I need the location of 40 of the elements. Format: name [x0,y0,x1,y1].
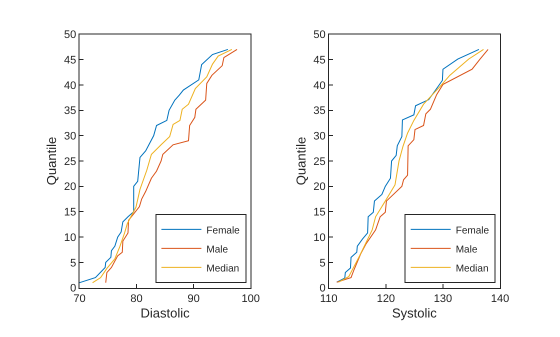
x-axis-title: Systolic [392,306,438,321]
x-tick-label: 70 [73,292,86,305]
legend-label: Female [456,225,490,236]
y-tick-label: 5 [319,257,326,270]
legend-label: Female [206,225,240,236]
y-tick-label: 0 [319,282,326,295]
x-axis-title: Diastolic [140,306,190,321]
y-tick-label: 30 [64,130,76,142]
x-tick-label: 120 [376,292,396,305]
legend-label: Male [456,244,478,256]
y-tick-label: 5 [70,257,76,270]
y-tick-label: 40 [313,80,326,92]
y-tick-label: 50 [313,29,326,42]
y-tick-label: 20 [313,181,326,194]
x-tick-label: 140 [490,292,510,305]
y-tick-label: 25 [313,156,326,168]
y-tick-label: 35 [313,105,326,118]
y-tick-label: 50 [64,29,76,42]
y-tick-label: 45 [313,54,326,66]
y-tick-label: 20 [64,181,76,194]
y-tick-label: 35 [64,105,76,118]
y-tick-label: 15 [64,206,76,219]
y-tick-label: 10 [313,232,326,244]
y-tick-label: 25 [64,156,76,168]
legend-label: Median [456,263,489,274]
y-axis-title: Quantile [44,136,59,186]
x-tick-label: 110 [320,292,338,305]
legend-label: Median [206,263,240,274]
x-tick-label: 80 [130,292,143,305]
x-tick-label: 100 [242,292,260,305]
x-tick-label: 130 [434,292,452,305]
x-tick-label: 90 [188,292,200,305]
y-tick-label: 30 [313,130,326,142]
y-tick-label: 10 [64,232,76,244]
y-tick-label: 40 [64,80,76,92]
y-tick-label: 0 [70,282,76,295]
y-tick-label: 15 [313,206,326,219]
legend-label: Male [206,244,229,256]
y-tick-label: 45 [64,54,76,66]
y-axis-title: Quantile [293,136,308,186]
